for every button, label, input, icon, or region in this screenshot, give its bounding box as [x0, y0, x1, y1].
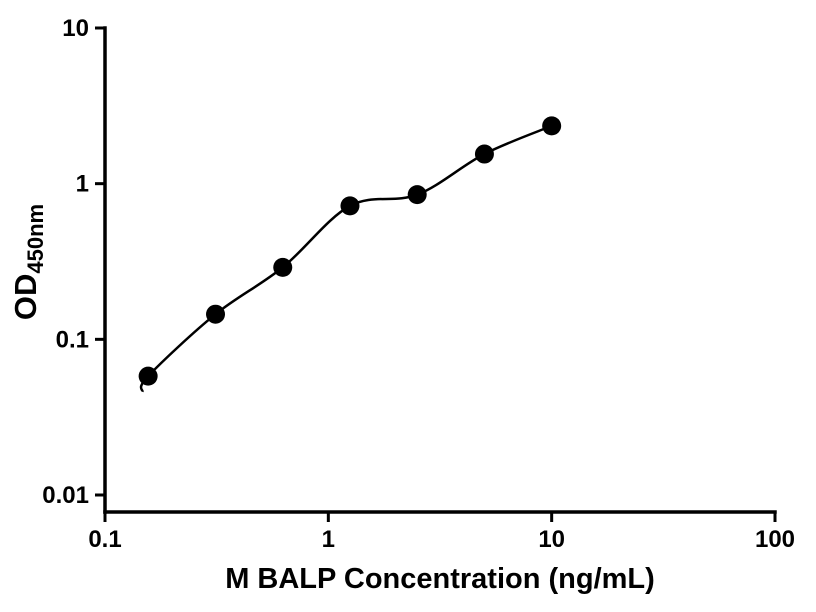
- data-point: [273, 257, 293, 277]
- x-tick-label: 10: [538, 526, 565, 553]
- svg-text:OD450nm: OD450nm: [8, 204, 48, 320]
- data-point: [206, 304, 226, 324]
- x-axis-title: M BALP Concentration (ng/mL): [225, 563, 655, 595]
- y-tick-label: 1: [76, 171, 89, 198]
- data-point: [407, 185, 427, 205]
- y-tick-label: 0.01: [42, 482, 89, 509]
- y-axis-title-main: OD: [8, 274, 43, 321]
- data-point: [542, 116, 562, 136]
- data-point: [138, 366, 158, 386]
- fit-curve: [139, 124, 553, 393]
- x-tick-label: 0.1: [88, 526, 121, 553]
- data-point: [340, 196, 360, 216]
- y-tick-label: 10: [62, 15, 89, 42]
- data-point: [474, 144, 494, 164]
- plot-layer: 0.1 1 10 100 0.01 0.1 1 10: [42, 15, 795, 553]
- y-axis-title: OD450nm: [8, 204, 48, 320]
- y-tick-label: 0.1: [56, 326, 89, 353]
- x-tick-label: 100: [755, 526, 795, 553]
- x-tick-label: 1: [322, 526, 335, 553]
- y-axis-title-subscript: 450nm: [23, 204, 48, 274]
